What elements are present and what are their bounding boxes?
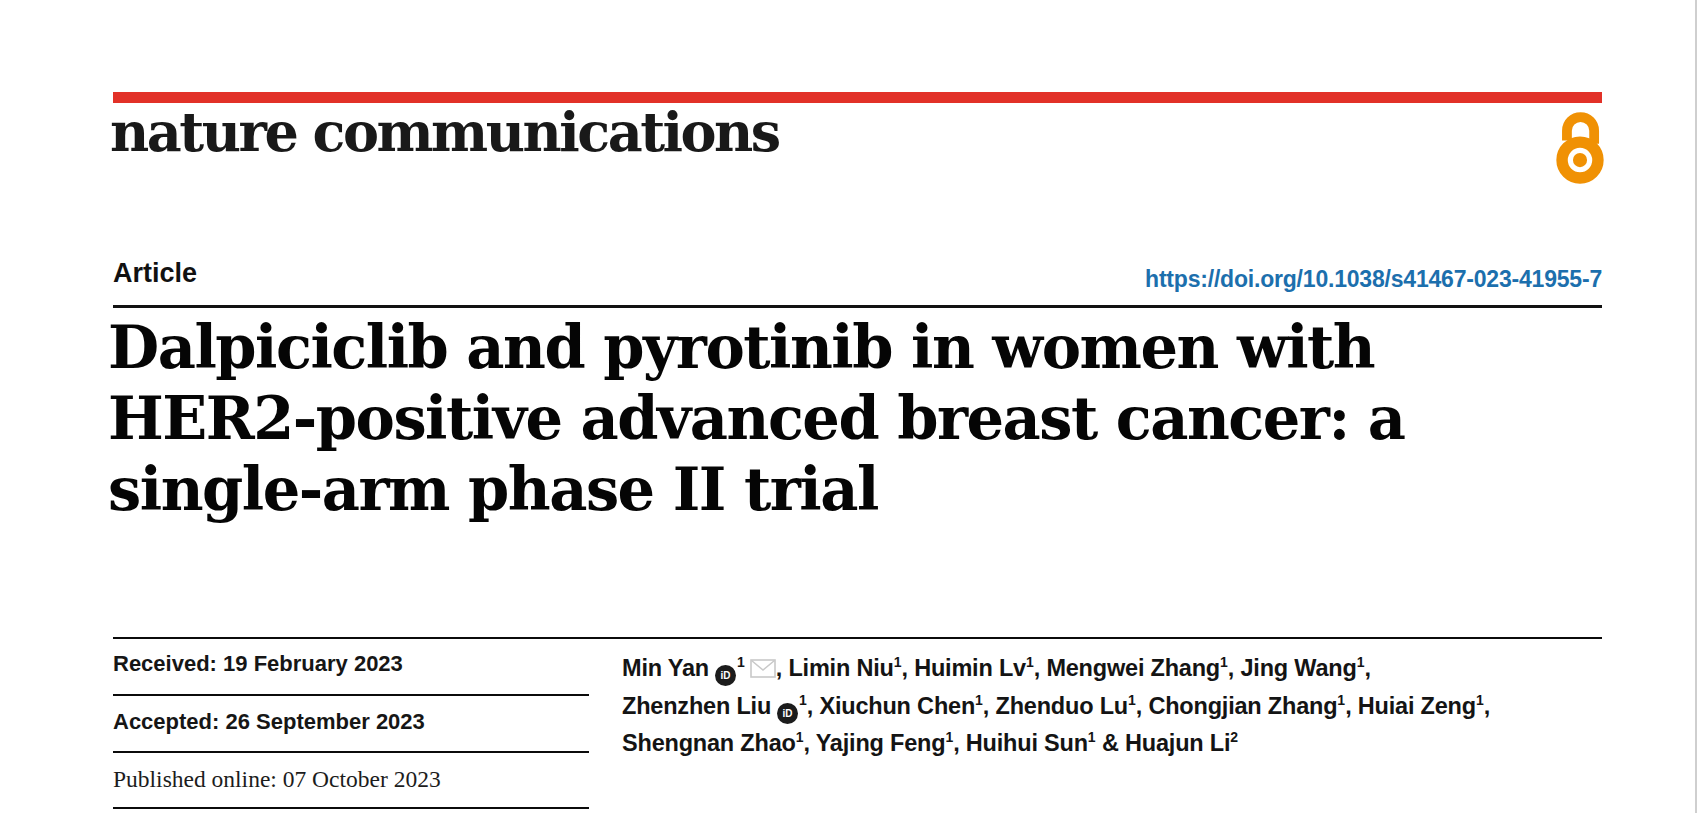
author-line: Shengnan Zhao1, Yajing Feng1, Huihui Sun… — [622, 726, 1552, 764]
doi-link[interactable]: https://doi.org/10.1038/s41467-023-41955… — [1145, 266, 1602, 293]
email-envelope-icon[interactable] — [750, 659, 776, 678]
orcid-icon[interactable]: iD — [777, 703, 798, 724]
author-name: Zhenzhen Liu — [622, 693, 771, 719]
history-label: Received: — [113, 651, 223, 676]
author-list: Min YaniD1, Limin Niu1, Huimin Lv1, Meng… — [622, 651, 1552, 764]
author-name: , — [1484, 693, 1490, 719]
affiliation-superscript: 1 — [799, 692, 807, 708]
history-value: 26 September 2023 — [225, 709, 424, 734]
history-row: Accepted: 26 September 2023 — [113, 709, 425, 735]
affiliation-superscript: 1 — [975, 692, 983, 708]
author-name: , Huimin Lv — [901, 655, 1025, 681]
open-access-icon — [1556, 110, 1604, 184]
author-name: & Huajun Li — [1096, 730, 1231, 756]
affiliation-superscript: 1 — [1220, 654, 1228, 670]
author-name: Shengnan Zhao — [622, 730, 796, 756]
page-edge-line — [1695, 0, 1697, 813]
history-row: Published online: 07 October 2023 — [113, 766, 441, 793]
author-line: Min YaniD1, Limin Niu1, Huimin Lv1, Meng… — [622, 651, 1552, 689]
affiliation-superscript: 1 — [1128, 692, 1136, 708]
article-title: Dalpiciclib and pyrotinib in women with … — [108, 312, 1588, 525]
author-name: , Jing Wang — [1228, 655, 1357, 681]
author-name: Min Yan — [622, 655, 709, 681]
history-value: 07 October 2023 — [283, 766, 441, 792]
history-table-top-rule — [113, 637, 1602, 639]
author-name: , — [1364, 655, 1370, 681]
article-title-line: Dalpiciclib and pyrotinib in women with — [108, 312, 1588, 383]
author-name: , Mengwei Zhang — [1034, 655, 1220, 681]
author-name: , Yajing Feng — [803, 730, 945, 756]
affiliation-superscript: 1 — [1476, 692, 1484, 708]
author-line: Zhenzhen LiuiD1, Xiuchun Chen1, Zhenduo … — [622, 689, 1552, 727]
author-name: , Huiai Zeng — [1345, 693, 1476, 719]
history-row: Received: 19 February 2023 — [113, 651, 403, 677]
orcid-icon[interactable]: iD — [715, 665, 736, 686]
affiliation-superscript: 1 — [796, 729, 804, 745]
affiliation-superscript: 2 — [1230, 729, 1238, 745]
history-value: 19 February 2023 — [223, 651, 403, 676]
author-name: , Chongjian Zhang — [1136, 693, 1338, 719]
header-rule — [113, 305, 1602, 308]
author-name: , Zhenduo Lu — [983, 693, 1128, 719]
author-name: , Limin Niu — [776, 655, 894, 681]
affiliation-superscript: 1 — [1337, 692, 1345, 708]
author-name: , Huihui Sun — [953, 730, 1088, 756]
history-row-divider — [113, 807, 589, 809]
history-label: Accepted: — [113, 709, 225, 734]
history-label: Published online: — [113, 766, 283, 792]
article-type-label: Article — [113, 258, 197, 289]
history-row-divider — [113, 751, 589, 753]
article-title-line: HER2-positive advanced breast cancer: a — [108, 383, 1588, 454]
affiliation-superscript: 1 — [1026, 654, 1034, 670]
affiliation-superscript: 1 — [737, 654, 745, 670]
author-name: , Xiuchun Chen — [807, 693, 975, 719]
article-title-line: single-arm phase II trial — [108, 454, 1588, 525]
affiliation-superscript: 1 — [894, 654, 902, 670]
history-row-divider — [113, 694, 589, 696]
journal-logo: nature communications — [110, 100, 779, 164]
affiliation-superscript: 1 — [945, 729, 953, 745]
affiliation-superscript: 1 — [1357, 654, 1365, 670]
affiliation-superscript: 1 — [1088, 729, 1096, 745]
paper-page: nature communications Article https://do… — [0, 0, 1701, 813]
